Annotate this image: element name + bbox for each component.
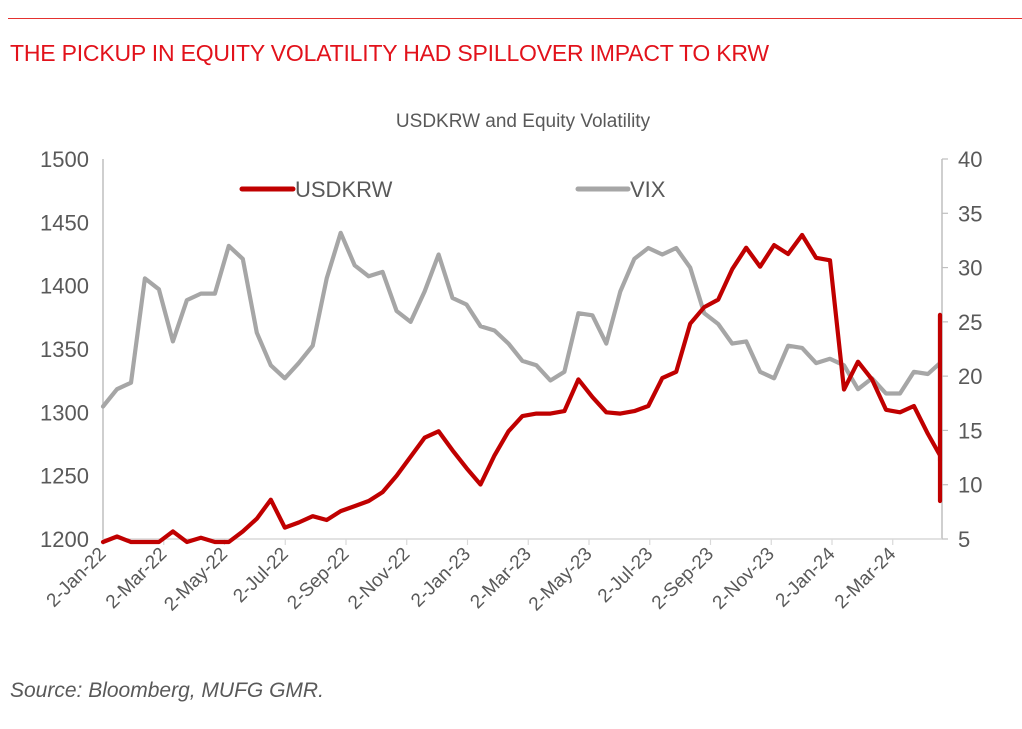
x-tick-label: 2-Sep-22	[283, 544, 353, 614]
x-tick-label: 2-May-23	[525, 544, 597, 616]
x-tick-label: 2-Nov-23	[709, 544, 779, 614]
y-left-tick-label: 1250	[40, 464, 89, 489]
x-tick-label: 2-Jan-23	[407, 544, 475, 612]
x-tick-label: 2-Nov-22	[344, 544, 414, 614]
y-right-tick-label: 10	[958, 473, 982, 498]
legend-label-usdkrw: USDKRW	[295, 177, 393, 202]
y-right-tick-label: 25	[958, 310, 982, 335]
x-tick-label: 2-Sep-23	[648, 544, 718, 614]
y-right-tick-label: 15	[958, 418, 982, 443]
y-right-tick-label: 35	[958, 201, 982, 226]
source-note: Source: Bloomberg, MUFG GMR.	[10, 679, 324, 702]
x-tick-label: 2-May-22	[160, 544, 232, 616]
y-right-tick-label: 40	[958, 147, 982, 172]
series-line-vix	[100, 230, 943, 463]
series-line-usdkrw	[100, 232, 943, 545]
y-right-tick-label: 5	[958, 527, 970, 552]
top-rule	[8, 18, 1022, 19]
series-layer	[100, 230, 943, 545]
y-left-tick-label: 1400	[40, 274, 89, 299]
y-left-tick-label: 1300	[40, 400, 89, 425]
headline: THE PICKUP IN EQUITY VOLATILITY HAD SPIL…	[10, 40, 769, 66]
x-tick-label: 2-Jan-22	[43, 544, 111, 612]
legend: USDKRW VIX	[239, 177, 666, 202]
x-tick-label: 2-Mar-24	[831, 543, 901, 613]
y-left-tick-label: 1350	[40, 337, 89, 362]
x-tick-label: 2-Jul-23	[594, 544, 657, 607]
x-tick-label: 2-Jul-22	[229, 544, 292, 607]
y-right-tick-label: 30	[958, 256, 982, 281]
x-tick-label: 2-Mar-22	[102, 544, 171, 613]
legend-label-vix: VIX	[630, 177, 666, 202]
y-left-tick-label: 1450	[40, 210, 89, 235]
y-left-tick-label: 1200	[40, 527, 89, 552]
x-tick-label: 2-Jan-24	[772, 543, 840, 611]
y-right-tick-label: 20	[958, 364, 982, 389]
y-left-tick-label: 1500	[40, 147, 89, 172]
chart-title: USDKRW and Equity Volatility	[396, 111, 651, 132]
x-tick-label: 2-Mar-23	[466, 544, 535, 613]
